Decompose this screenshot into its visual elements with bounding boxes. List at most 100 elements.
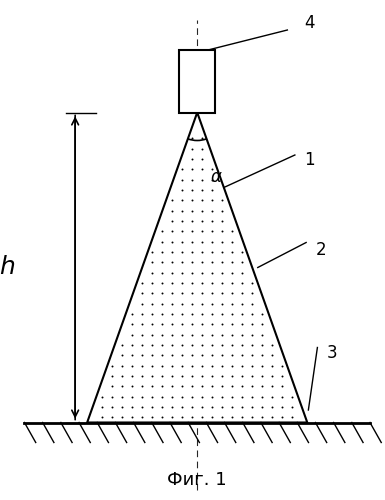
Point: [209, 392, 215, 400]
Point: [199, 352, 205, 360]
Point: [239, 341, 245, 349]
Point: [249, 320, 255, 328]
Point: [199, 206, 205, 214]
Point: [209, 372, 215, 380]
Point: [169, 330, 175, 338]
Point: [209, 279, 215, 287]
Point: [279, 392, 285, 400]
Point: [189, 320, 195, 328]
Point: [279, 382, 285, 390]
Point: [179, 403, 185, 411]
Point: [239, 279, 245, 287]
Point: [129, 414, 135, 422]
Point: [159, 268, 165, 276]
Point: [249, 310, 255, 318]
Point: [229, 300, 235, 308]
Point: [129, 382, 135, 390]
Point: [189, 206, 195, 214]
Point: [229, 330, 235, 338]
Point: [189, 372, 195, 380]
Point: [159, 352, 165, 360]
Point: [269, 414, 275, 422]
Point: [189, 310, 195, 318]
Point: [99, 403, 105, 411]
Point: [179, 238, 185, 246]
Point: [149, 352, 155, 360]
Point: [229, 310, 235, 318]
Point: [169, 392, 175, 400]
Point: [189, 258, 195, 266]
Point: [149, 290, 155, 298]
Point: [229, 238, 235, 246]
Point: [159, 248, 165, 256]
Point: [239, 362, 245, 370]
Point: [149, 392, 155, 400]
Point: [129, 330, 135, 338]
Point: [159, 392, 165, 400]
Point: [159, 290, 165, 298]
Point: [139, 362, 145, 370]
Point: [169, 268, 175, 276]
Point: [259, 372, 265, 380]
Point: [189, 290, 195, 298]
Point: [139, 330, 145, 338]
Point: [239, 258, 245, 266]
Point: [169, 300, 175, 308]
Point: [159, 414, 165, 422]
Point: [139, 382, 145, 390]
Point: [109, 362, 115, 370]
Point: [129, 392, 135, 400]
Point: [239, 330, 245, 338]
Point: [179, 217, 185, 225]
Point: [239, 382, 245, 390]
Point: [249, 392, 255, 400]
Point: [219, 382, 225, 390]
Point: [219, 228, 225, 235]
Point: [219, 279, 225, 287]
Point: [259, 382, 265, 390]
Point: [189, 300, 195, 308]
Point: [199, 144, 205, 152]
Point: [209, 228, 215, 235]
Point: [159, 279, 165, 287]
Point: [219, 341, 225, 349]
Point: [179, 352, 185, 360]
Point: [119, 352, 125, 360]
Point: [229, 341, 235, 349]
Text: α: α: [211, 168, 221, 186]
Point: [249, 300, 255, 308]
Point: [209, 403, 215, 411]
Point: [169, 248, 175, 256]
Point: [179, 362, 185, 370]
Point: [259, 352, 265, 360]
Point: [219, 290, 225, 298]
Point: [169, 217, 175, 225]
Point: [169, 238, 175, 246]
Point: [159, 330, 165, 338]
Point: [269, 352, 275, 360]
Point: [189, 268, 195, 276]
Point: [139, 310, 145, 318]
Point: [119, 414, 125, 422]
Point: [209, 196, 215, 204]
Point: [189, 176, 195, 184]
Point: [189, 352, 195, 360]
Point: [149, 414, 155, 422]
Point: [159, 320, 165, 328]
Point: [119, 362, 125, 370]
Point: [239, 403, 245, 411]
Point: [139, 320, 145, 328]
Point: [169, 372, 175, 380]
Point: [169, 228, 175, 235]
Point: [99, 392, 105, 400]
Point: [119, 392, 125, 400]
Point: [189, 403, 195, 411]
Point: [259, 392, 265, 400]
Point: [189, 155, 195, 163]
Point: [219, 310, 225, 318]
Point: [209, 258, 215, 266]
Point: [119, 341, 125, 349]
Point: [229, 403, 235, 411]
Point: [239, 352, 245, 360]
Point: [149, 268, 155, 276]
